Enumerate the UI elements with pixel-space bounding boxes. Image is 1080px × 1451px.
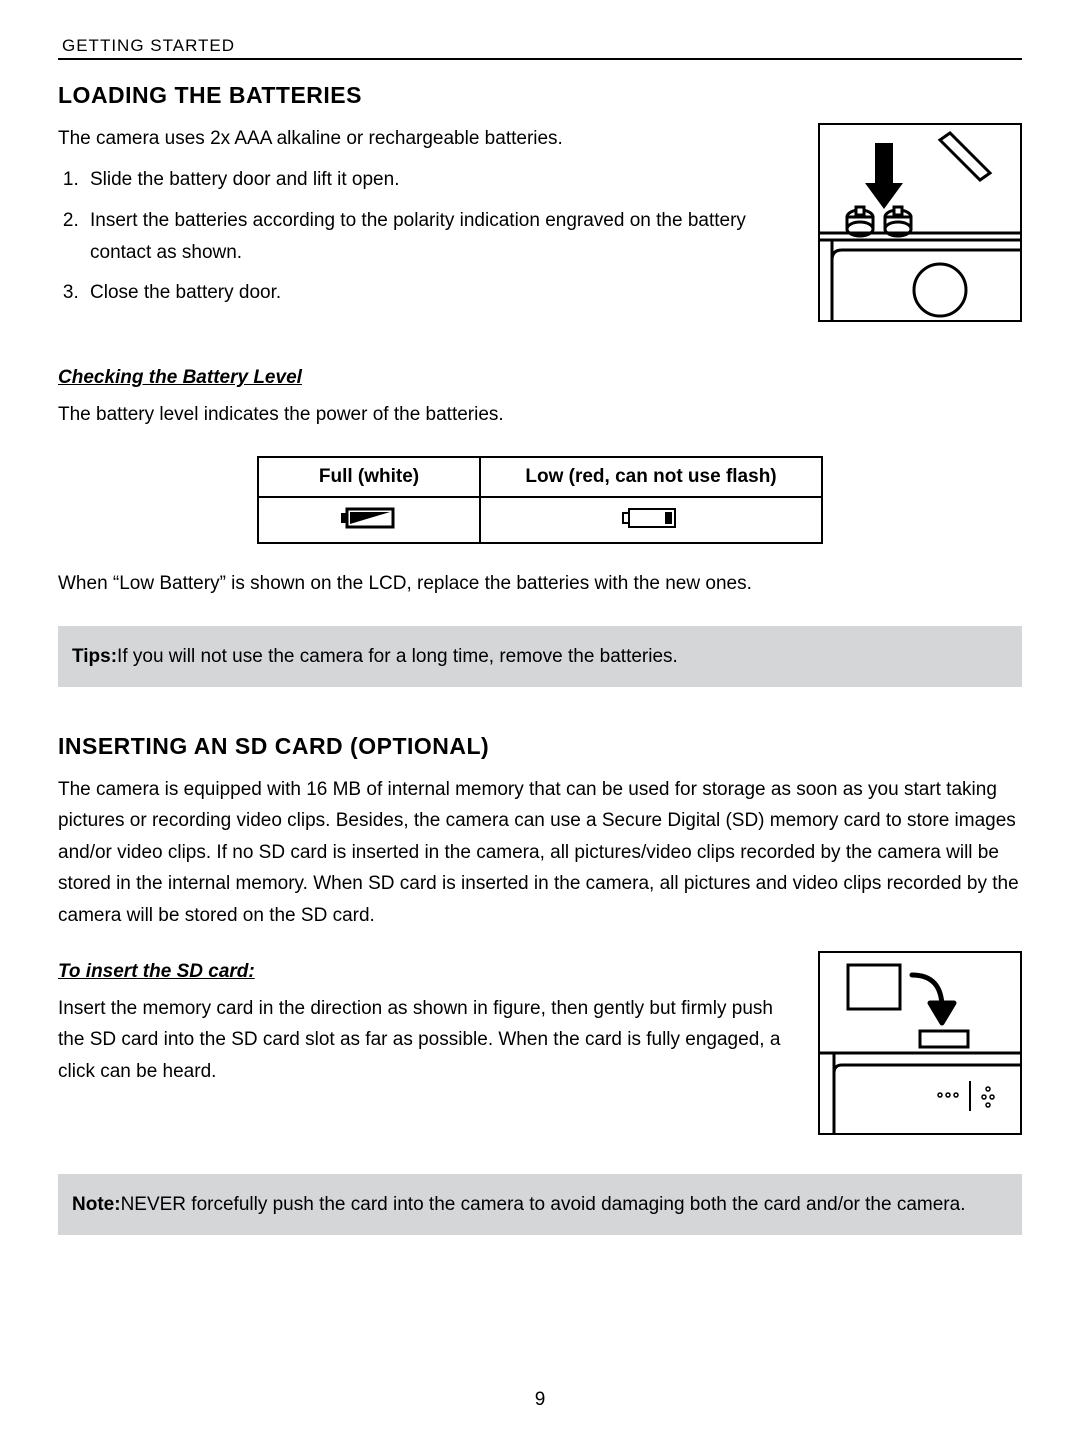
low-battery-note: When “Low Battery” is shown on the LCD, … [58, 568, 1022, 599]
battery-low-icon-cell [480, 497, 822, 543]
subheading-insert-sd: To insert the SD card: [58, 961, 798, 983]
section-title-batteries: LOADING THE BATTERIES [58, 82, 1022, 109]
battery-full-icon [339, 506, 399, 530]
subheading-check-battery: Checking the Battery Level [58, 367, 1022, 389]
note-callout: Note:NEVER forcefully push the card into… [58, 1174, 1022, 1235]
note-lead: Note: [72, 1194, 121, 1215]
table-row: Full (white) Low (red, can not use flash… [258, 457, 822, 497]
tips-text: If you will not use the camera for a lon… [117, 646, 678, 667]
note-text: NEVER forcefully push the card into the … [121, 1194, 966, 1215]
tips-lead: Tips: [72, 646, 117, 667]
sdcard-text-col: To insert the SD card: Insert the memory… [58, 951, 798, 1087]
sdcard-two-col: To insert the SD card: Insert the memory… [58, 951, 1022, 1140]
manual-page: GETTING STARTED LOADING THE BATTERIES Th… [0, 0, 1080, 1451]
sdcard-figure [818, 951, 1022, 1135]
table-row [258, 497, 822, 543]
tips-callout: Tips:If you will not use the camera for … [58, 626, 1022, 687]
section-title-sdcard: INSERTING AN SD CARD (OPTIONAL) [58, 733, 1022, 760]
sdcard-paragraph: The camera is equipped with 16 MB of int… [58, 774, 1022, 931]
page-number: 9 [0, 1389, 1080, 1411]
battery-table-header-full: Full (white) [258, 457, 480, 497]
battery-figure-col [818, 123, 1022, 327]
battery-level-table: Full (white) Low (red, can not use flash… [257, 456, 823, 544]
battery-low-icon [621, 506, 681, 530]
battery-door-figure [818, 123, 1022, 322]
list-item: Slide the battery door and lift it open. [84, 164, 798, 196]
insert-sd-paragraph: Insert the memory card in the direction … [58, 993, 798, 1087]
sdcard-figure-col [818, 951, 1022, 1140]
battery-table-header-low: Low (red, can not use flash) [480, 457, 822, 497]
battery-level-intro: The battery level indicates the power of… [58, 399, 1022, 430]
page-header: GETTING STARTED [58, 36, 1022, 60]
battery-steps-list: Slide the battery door and lift it open.… [58, 164, 798, 309]
batteries-intro: The camera uses 2x AAA alkaline or recha… [58, 123, 798, 154]
section-label: GETTING STARTED [62, 36, 235, 55]
list-item: Close the battery door. [84, 277, 798, 309]
list-item: Insert the batteries according to the po… [84, 205, 798, 270]
batteries-text-col: The camera uses 2x AAA alkaline or recha… [58, 123, 798, 327]
batteries-two-col: The camera uses 2x AAA alkaline or recha… [58, 123, 1022, 327]
battery-full-icon-cell [258, 497, 480, 543]
